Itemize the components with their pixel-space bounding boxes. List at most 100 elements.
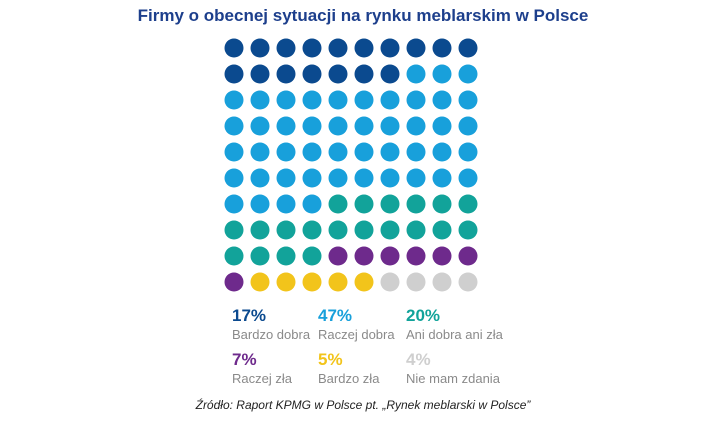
waffle-dot	[406, 272, 426, 292]
waffle-dot	[432, 194, 452, 214]
waffle-dot	[458, 142, 478, 162]
waffle-dot	[328, 116, 348, 136]
waffle-dot	[250, 272, 270, 292]
waffle-dot	[250, 90, 270, 110]
legend-label: Ani dobra ani zła	[406, 327, 503, 342]
waffle-dot	[276, 168, 296, 188]
waffle-dot	[406, 220, 426, 240]
waffle-dot	[302, 220, 322, 240]
waffle-dot	[250, 116, 270, 136]
waffle-dot	[432, 90, 452, 110]
legend-label: Bardzo zła	[318, 371, 380, 386]
waffle-dot	[328, 142, 348, 162]
waffle-dot	[354, 64, 374, 84]
waffle-dot	[406, 116, 426, 136]
waffle-dot	[276, 38, 296, 58]
waffle-dot	[406, 246, 426, 266]
waffle-chart	[224, 38, 478, 292]
waffle-dot	[354, 142, 374, 162]
waffle-dot	[302, 38, 322, 58]
waffle-dot	[224, 142, 244, 162]
waffle-dot	[406, 90, 426, 110]
waffle-dot	[328, 194, 348, 214]
waffle-dot	[276, 246, 296, 266]
waffle-dot	[302, 168, 322, 188]
waffle-dot	[354, 90, 374, 110]
waffle-dot	[432, 142, 452, 162]
waffle-dot	[406, 64, 426, 84]
waffle-dot	[328, 64, 348, 84]
waffle-dot	[224, 272, 244, 292]
waffle-dot	[276, 116, 296, 136]
waffle-dot	[354, 38, 374, 58]
waffle-dot	[224, 90, 244, 110]
legend-percent: 5%	[318, 350, 343, 369]
waffle-dot	[224, 246, 244, 266]
waffle-dot	[406, 142, 426, 162]
waffle-dot	[328, 38, 348, 58]
waffle-dot	[250, 168, 270, 188]
legend-item-raczej-dobra: 47% Raczej dobra	[318, 306, 395, 343]
waffle-dot	[432, 220, 452, 240]
waffle-dot	[380, 64, 400, 84]
waffle-dot	[458, 64, 478, 84]
legend-label: Bardzo dobra	[232, 327, 311, 342]
legend-percent: 20%	[406, 306, 441, 325]
waffle-dot	[432, 38, 452, 58]
waffle-dot	[250, 38, 270, 58]
legend-item-bardzo-zla: 5% Bardzo zła	[318, 350, 379, 387]
legend-percent: 17%	[232, 306, 267, 325]
legend-label: Raczej dobra	[318, 327, 395, 342]
waffle-dot	[302, 272, 322, 292]
waffle-dot	[406, 38, 426, 58]
waffle-dot	[380, 38, 400, 58]
waffle-dot	[380, 246, 400, 266]
legend-percent: 7%	[232, 350, 257, 369]
waffle-dot	[432, 272, 452, 292]
legend-percent: 4%	[406, 350, 431, 369]
waffle-dot	[224, 38, 244, 58]
waffle-dot	[276, 220, 296, 240]
waffle-dot	[380, 194, 400, 214]
waffle-dot	[302, 116, 322, 136]
waffle-dot	[458, 246, 478, 266]
waffle-dot	[380, 116, 400, 136]
waffle-dot	[276, 194, 296, 214]
waffle-dot	[406, 194, 426, 214]
waffle-dot	[432, 64, 452, 84]
waffle-dot	[380, 220, 400, 240]
waffle-dot	[354, 194, 374, 214]
waffle-dot	[250, 246, 270, 266]
waffle-dot	[224, 116, 244, 136]
source-note: Źródło: Raport KPMG w Polsce pt. „Rynek …	[195, 398, 531, 412]
waffle-dot	[276, 142, 296, 162]
waffle-dot	[250, 142, 270, 162]
waffle-dot	[432, 246, 452, 266]
waffle-dot	[432, 116, 452, 136]
legend-item-nie-mam-zdania: 4% Nie mam zdania	[406, 350, 500, 387]
waffle-dot	[328, 90, 348, 110]
waffle-dot	[302, 64, 322, 84]
waffle-dot	[302, 194, 322, 214]
waffle-dot	[406, 168, 426, 188]
waffle-dot	[380, 90, 400, 110]
waffle-dot	[354, 116, 374, 136]
waffle-dot	[458, 38, 478, 58]
waffle-dot	[302, 90, 322, 110]
waffle-dot	[250, 64, 270, 84]
waffle-dot	[380, 272, 400, 292]
waffle-dot	[458, 272, 478, 292]
waffle-dot	[224, 220, 244, 240]
legend-item-ani-dobra-ani-zla: 20% Ani dobra ani zła	[406, 306, 503, 343]
waffle-dot	[276, 64, 296, 84]
waffle-dot	[354, 220, 374, 240]
waffle-dot	[354, 168, 374, 188]
legend-label: Nie mam zdania	[406, 371, 500, 386]
waffle-dot	[224, 168, 244, 188]
waffle-dot	[328, 272, 348, 292]
waffle-dot	[458, 90, 478, 110]
waffle-dot	[354, 246, 374, 266]
waffle-dot	[276, 272, 296, 292]
waffle-dot	[328, 220, 348, 240]
waffle-dot	[224, 194, 244, 214]
